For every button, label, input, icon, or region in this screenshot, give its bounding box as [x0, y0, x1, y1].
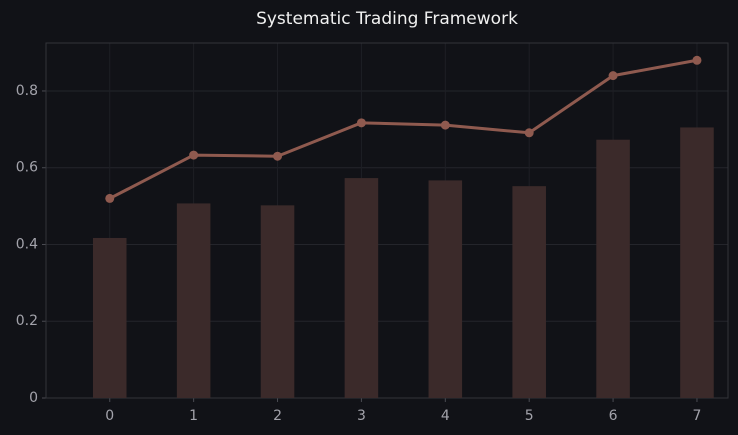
bar	[176, 203, 211, 398]
bar	[512, 186, 546, 398]
x-tick-label: 7	[693, 408, 702, 424]
y-tick-label: 0.8	[16, 83, 38, 99]
x-tick-label: 2	[273, 408, 282, 424]
bar	[680, 127, 714, 398]
y-tick-label: 0	[29, 390, 38, 406]
point	[440, 120, 450, 130]
y-tick-label: 0.2	[16, 313, 38, 329]
bar	[92, 237, 127, 398]
x-tick-label: 5	[525, 408, 534, 424]
point	[105, 193, 115, 203]
y-tick-label: 0.4	[16, 236, 38, 252]
plot-frame	[45, 42, 729, 399]
x-tick-label: 6	[609, 408, 618, 424]
point	[692, 55, 702, 65]
bar	[428, 180, 463, 398]
point	[608, 71, 618, 81]
bar	[344, 178, 379, 398]
point	[356, 118, 366, 128]
point	[524, 128, 534, 138]
line	[109, 58, 698, 200]
point	[273, 151, 283, 161]
x-tick-label: 0	[105, 408, 114, 424]
x-tick-label: 4	[441, 408, 450, 424]
chart-title: Systematic Trading Framework	[256, 9, 518, 29]
x-tick-label: 1	[189, 408, 198, 424]
x-tick-label: 3	[357, 408, 366, 424]
bar	[596, 139, 630, 399]
y-tick-label: 0.6	[16, 160, 38, 176]
bar	[260, 205, 295, 398]
point	[189, 150, 199, 160]
